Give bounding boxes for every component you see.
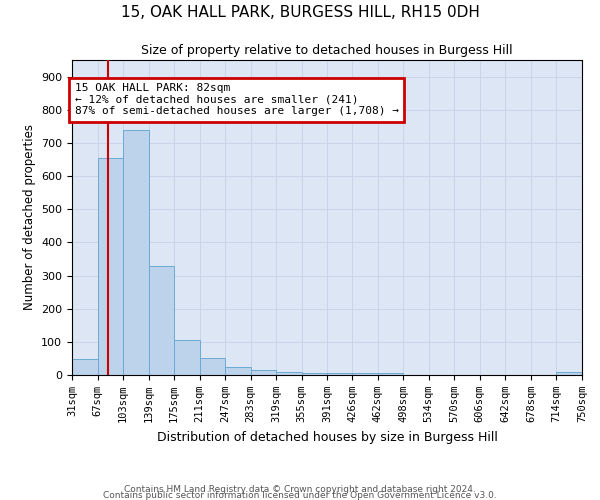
Text: Contains public sector information licensed under the Open Government Licence v3: Contains public sector information licen… [103,490,497,500]
Bar [72,360,98,375]
Bar [225,366,251,375]
Bar [251,370,276,375]
Bar [302,374,328,375]
Bar [200,358,225,375]
Bar [123,130,149,375]
Bar [98,158,123,375]
X-axis label: Distribution of detached houses by size in Burgess Hill: Distribution of detached houses by size … [157,430,497,444]
Bar [328,374,353,375]
Bar [174,340,200,375]
Bar [149,266,174,375]
Bar [352,374,378,375]
Title: Size of property relative to detached houses in Burgess Hill: Size of property relative to detached ho… [141,44,513,58]
Text: Contains HM Land Registry data © Crown copyright and database right 2024.: Contains HM Land Registry data © Crown c… [124,484,476,494]
Bar [378,374,403,375]
Text: 15, OAK HALL PARK, BURGESS HILL, RH15 0DH: 15, OAK HALL PARK, BURGESS HILL, RH15 0D… [121,5,479,20]
Text: 15 OAK HALL PARK: 82sqm
← 12% of detached houses are smaller (241)
87% of semi-d: 15 OAK HALL PARK: 82sqm ← 12% of detache… [75,83,399,116]
Y-axis label: Number of detached properties: Number of detached properties [23,124,35,310]
Bar [276,372,302,375]
Bar [556,372,582,375]
